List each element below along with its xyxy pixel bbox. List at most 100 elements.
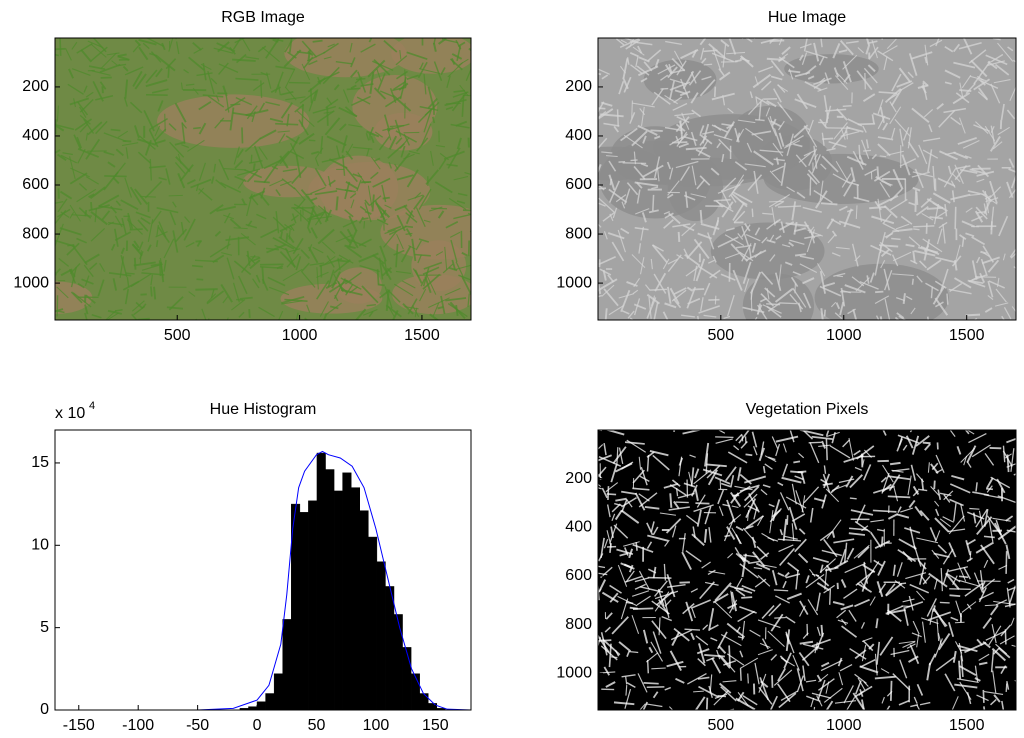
image-stroke — [637, 673, 648, 693]
image-stroke — [158, 221, 167, 238]
image-stroke — [745, 38, 753, 43]
image-stroke — [112, 278, 118, 291]
image-stroke — [968, 432, 987, 444]
image-stroke — [718, 71, 731, 81]
image-stroke — [833, 538, 855, 544]
image-stroke — [623, 563, 632, 569]
image-stroke — [293, 187, 306, 201]
image-stroke — [821, 155, 839, 173]
image-stroke — [423, 109, 432, 133]
image-stroke — [803, 292, 812, 309]
image-stroke — [387, 306, 395, 318]
image-stroke — [873, 170, 891, 182]
image-stroke — [712, 593, 729, 604]
image-stroke — [811, 692, 832, 699]
image-stroke — [633, 303, 647, 310]
image-stroke — [966, 430, 975, 435]
image-stroke — [951, 255, 962, 267]
image-stroke — [694, 696, 706, 710]
image-stroke — [775, 435, 799, 443]
image-stroke — [922, 575, 931, 585]
image-stroke — [952, 650, 957, 663]
image-stroke — [183, 69, 189, 74]
image-stroke — [844, 284, 866, 294]
image-stroke — [965, 539, 972, 556]
image-stroke — [773, 128, 783, 150]
image-stroke — [394, 204, 408, 212]
image-stroke — [85, 138, 101, 160]
image-stroke — [790, 276, 799, 288]
image-stroke — [799, 43, 812, 49]
image-stroke — [739, 251, 754, 262]
image-stroke — [772, 142, 784, 157]
image-stroke — [854, 598, 870, 608]
x-tick-label: 1500 — [949, 327, 985, 344]
image-stroke — [838, 220, 861, 229]
image-stroke — [704, 506, 712, 525]
image-stroke — [953, 61, 976, 69]
image-stroke — [650, 258, 653, 270]
image-stroke — [720, 39, 730, 48]
image-stroke — [722, 44, 727, 68]
image-stroke — [746, 142, 753, 153]
image-stroke — [826, 112, 829, 124]
image-stroke — [609, 213, 614, 222]
image-stroke — [961, 220, 976, 228]
image-stroke — [417, 108, 433, 124]
image-stroke — [728, 599, 738, 614]
image-stroke — [958, 665, 977, 677]
image-stroke — [724, 534, 731, 538]
image-stroke — [815, 573, 830, 587]
image-stroke — [663, 219, 674, 229]
image-stroke — [702, 624, 709, 631]
image-stroke — [91, 313, 102, 319]
image-stroke — [893, 487, 899, 502]
image-stroke — [133, 261, 156, 267]
image-stroke — [961, 601, 977, 613]
image-stroke — [825, 438, 828, 461]
image-stroke — [598, 454, 612, 462]
image-stroke — [1005, 544, 1011, 560]
image-stroke — [72, 68, 91, 76]
image-stroke — [952, 92, 971, 105]
image-stroke — [92, 38, 107, 53]
image-stroke — [907, 127, 912, 149]
image-stroke — [325, 281, 338, 289]
image-stroke — [937, 177, 956, 187]
image-stroke — [835, 160, 849, 182]
image-stroke — [924, 56, 928, 64]
image-stroke — [631, 102, 655, 108]
image-stroke — [770, 653, 778, 661]
image-stroke — [159, 261, 165, 283]
image-stroke — [461, 94, 465, 117]
image-stroke — [634, 226, 649, 231]
image-stroke — [705, 697, 709, 710]
image-stroke — [272, 236, 295, 250]
image-stroke — [345, 181, 359, 190]
image-stroke — [323, 312, 328, 320]
image-stroke — [280, 102, 293, 119]
image-stroke — [308, 215, 332, 221]
image-stroke — [451, 91, 468, 112]
image-stroke — [992, 646, 1001, 655]
image-stroke — [863, 67, 878, 84]
image-stroke — [853, 544, 870, 559]
x-tick-label: 1000 — [282, 327, 318, 344]
image-stroke — [801, 52, 808, 66]
image-stroke — [785, 573, 801, 579]
image-stroke — [997, 42, 1014, 62]
image-stroke — [865, 44, 871, 55]
image-stroke — [881, 180, 893, 186]
image-stroke — [916, 683, 924, 696]
image-stroke — [635, 55, 639, 68]
image-stroke — [85, 91, 94, 98]
image-stroke — [960, 503, 966, 522]
image-stroke — [964, 582, 984, 597]
image-stroke — [823, 584, 835, 594]
image-stroke — [696, 648, 710, 655]
image-stroke — [775, 235, 782, 240]
image-stroke — [223, 168, 246, 171]
image-stroke — [953, 503, 957, 522]
image-stroke — [980, 250, 987, 255]
image-stroke — [779, 104, 793, 122]
